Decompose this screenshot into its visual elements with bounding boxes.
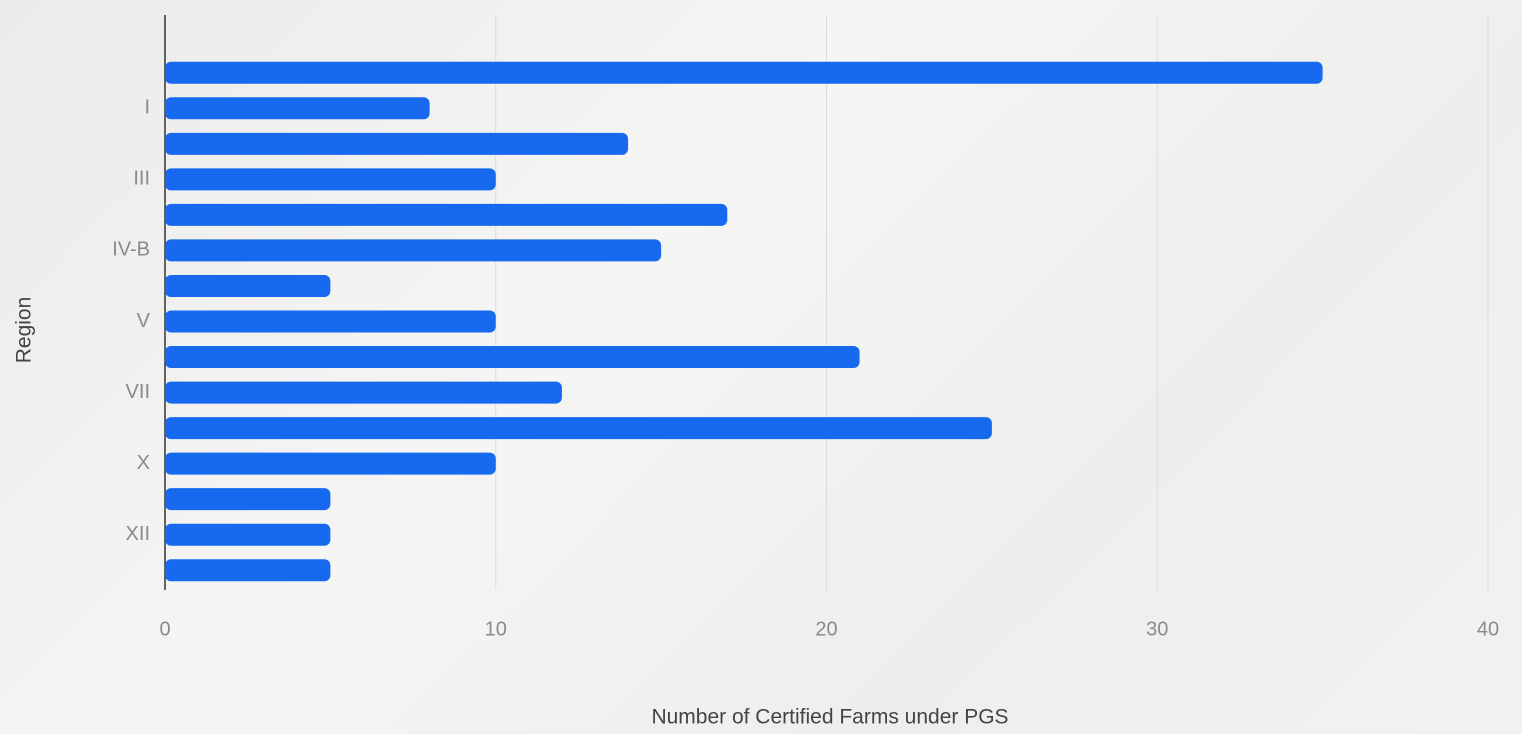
y-axis-label: Region xyxy=(13,297,36,364)
x-tick-label: 30 xyxy=(1146,618,1168,640)
bar xyxy=(165,559,331,582)
x-tick-label: 0 xyxy=(159,618,170,640)
x-axis-label: Number of Certified Farms under PGS xyxy=(651,706,1008,729)
bar xyxy=(165,203,728,226)
bar xyxy=(165,310,496,333)
bar xyxy=(165,346,860,369)
bar xyxy=(165,239,662,262)
x-tick-label: 20 xyxy=(815,618,837,640)
bar xyxy=(165,452,496,475)
y-tick-label: X xyxy=(137,452,150,474)
bar xyxy=(165,274,331,297)
y-tick-label: IV-B xyxy=(112,239,150,261)
y-tick-label: VII xyxy=(126,381,150,403)
bar xyxy=(165,488,331,511)
bar xyxy=(165,381,562,404)
y-tick-label: III xyxy=(133,168,150,190)
bar xyxy=(165,61,1323,84)
bar xyxy=(165,523,331,546)
bar xyxy=(165,168,496,191)
bar xyxy=(165,132,629,155)
y-tick-label: XII xyxy=(126,523,150,545)
x-tick-label: 40 xyxy=(1477,618,1499,640)
x-tick-label: 10 xyxy=(485,618,507,640)
bar xyxy=(165,417,992,440)
bar xyxy=(165,97,430,120)
y-tick-label: I xyxy=(144,97,150,119)
y-tick-label: V xyxy=(137,310,151,332)
